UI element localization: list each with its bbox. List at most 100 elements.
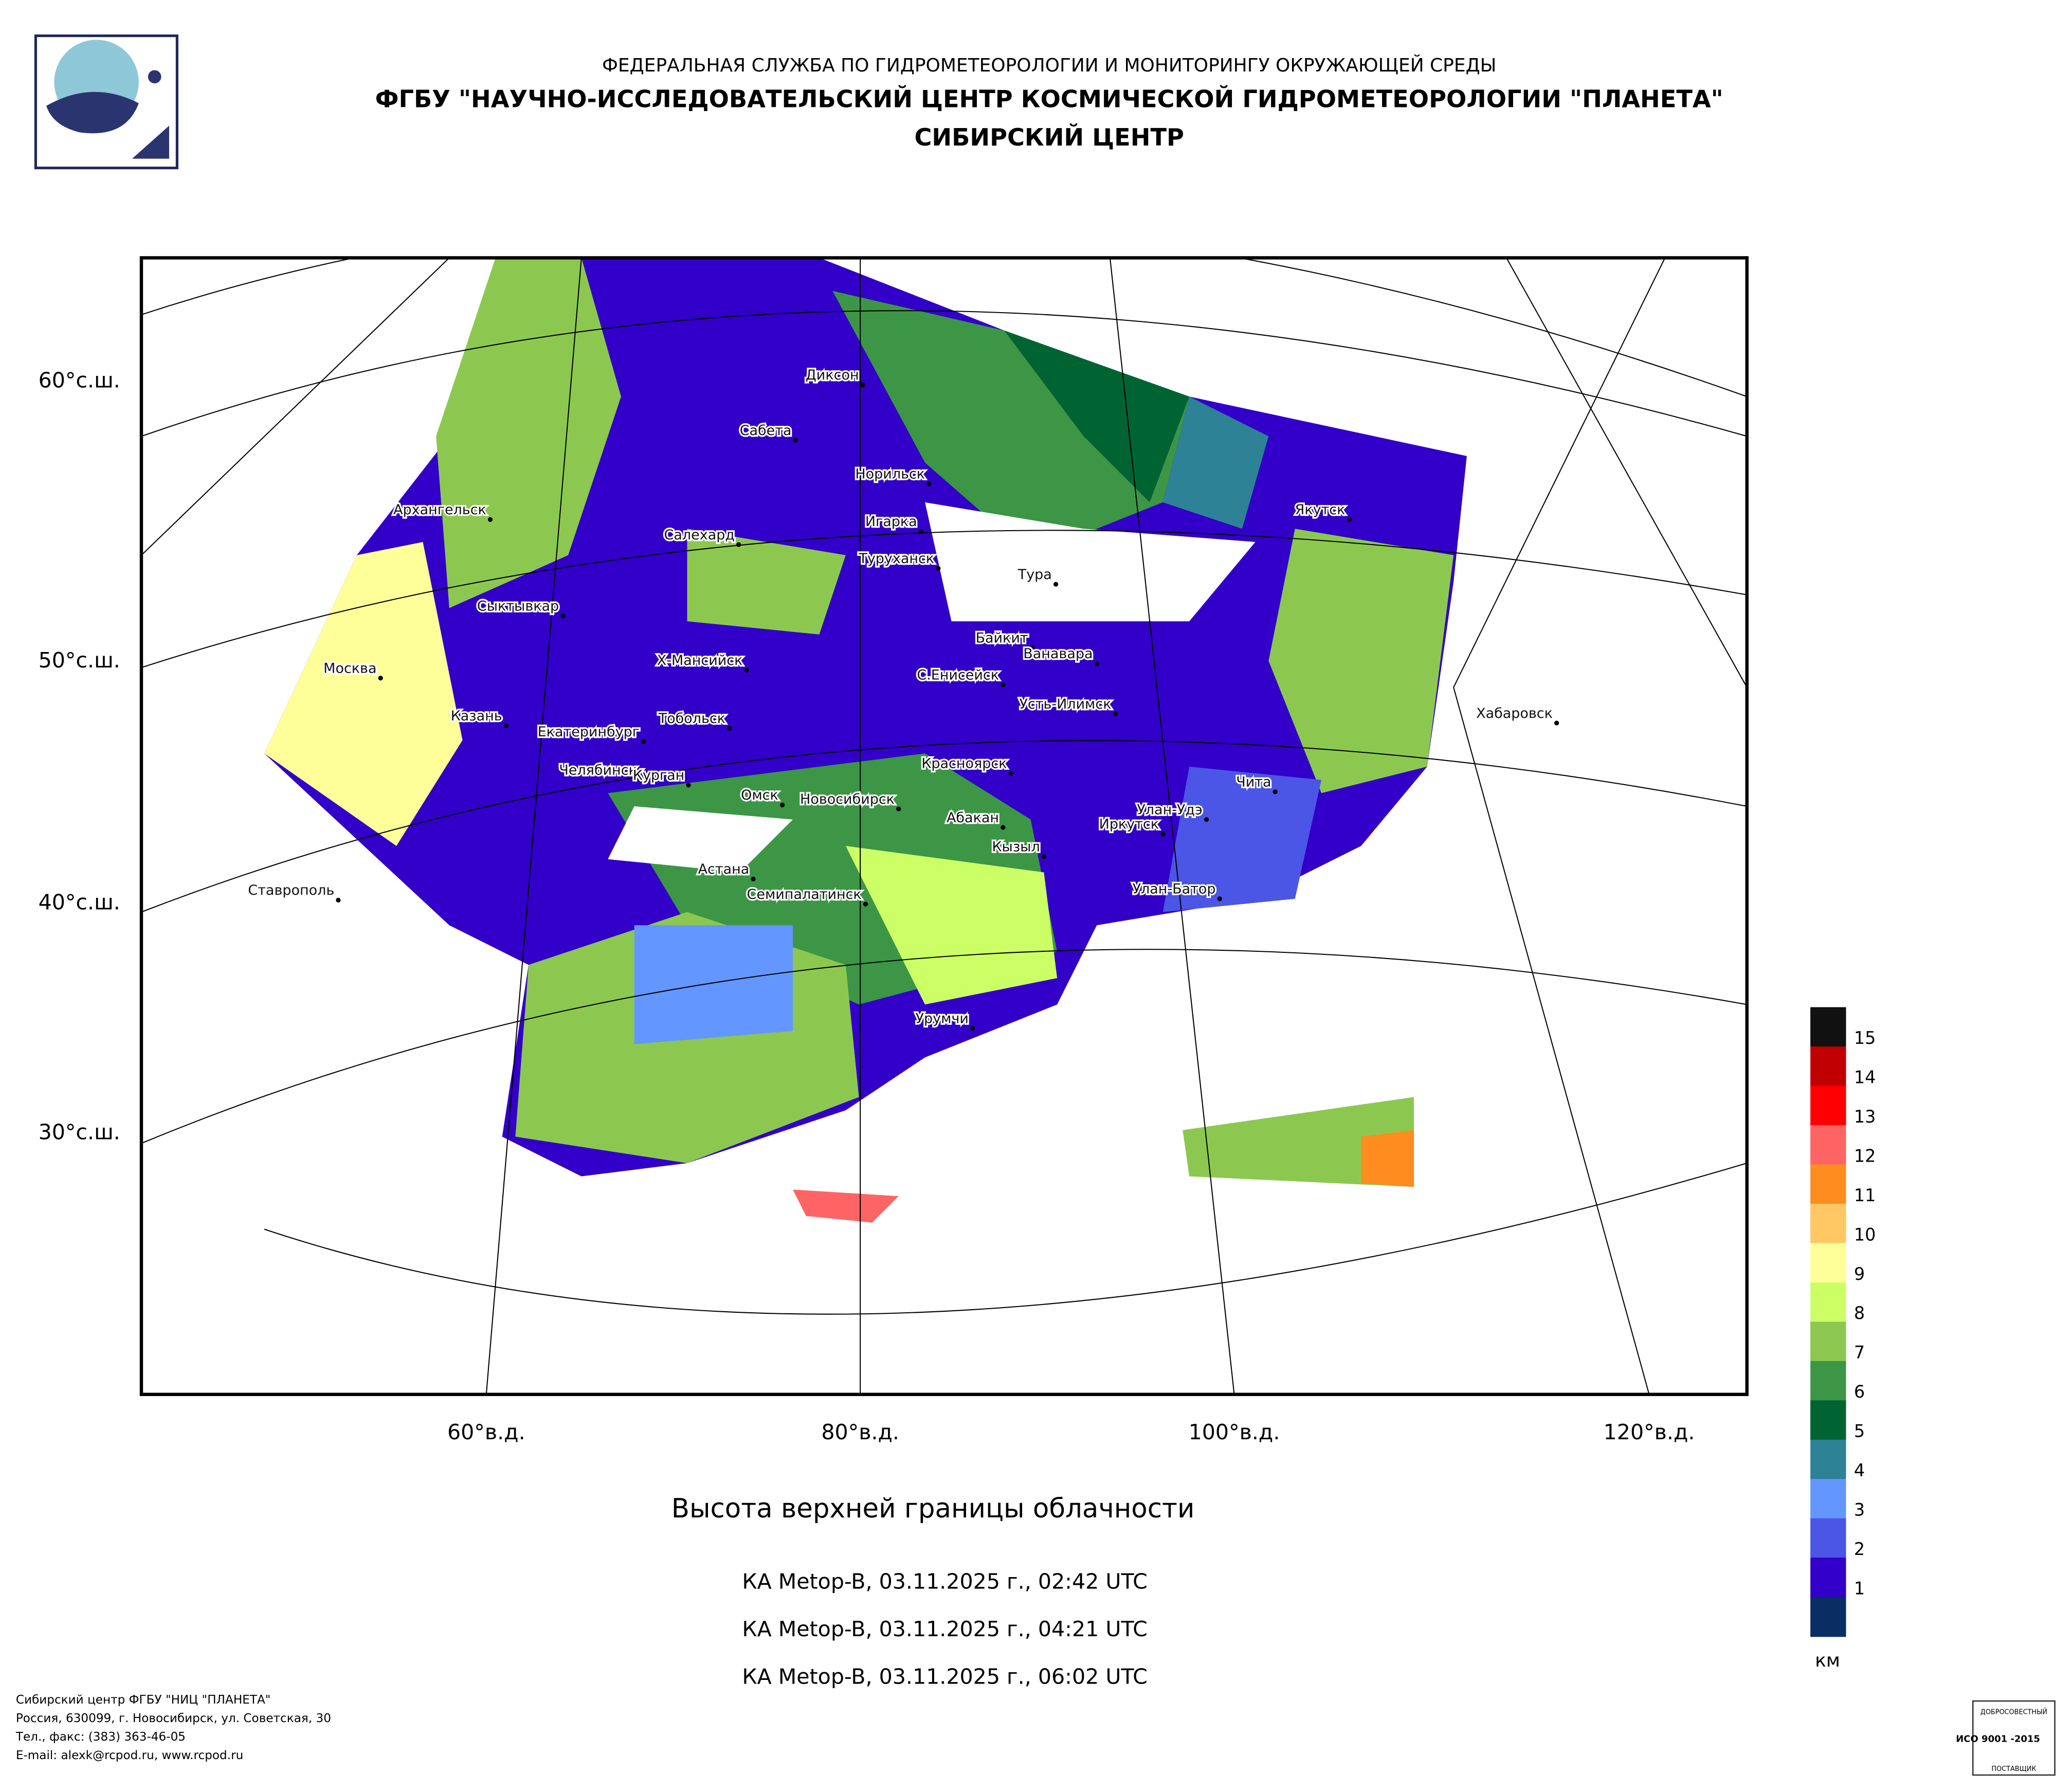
city-dot (1041, 854, 1047, 859)
city-label: Туруханск (858, 551, 934, 567)
legend-swatch (1810, 1322, 1846, 1362)
certificate: ДОБРОСОВЕСТНЫЙ ИСО 9001 -2015 ПОСТАВЩИК (1956, 1700, 2056, 1776)
city-label: Ставрополь (248, 882, 334, 898)
lon-label: 60°в.д. (447, 1420, 525, 1444)
city-dot (779, 802, 785, 808)
legend-swatch (1810, 1518, 1846, 1559)
cert-standard: ИСО 9001 -2015 (1956, 1734, 2040, 1745)
city-dot (638, 777, 644, 783)
city-label: Якутск (1295, 502, 1346, 518)
city-dot (1094, 661, 1099, 666)
legend-label: 1 (1854, 1578, 1865, 1598)
legend-swatch (1810, 1361, 1846, 1401)
city-dot (736, 542, 741, 547)
city-label: Норильск (855, 466, 925, 482)
city-label: Улан-Удэ (1137, 802, 1202, 818)
city-dot (560, 613, 566, 619)
legend-swatch (1810, 1046, 1846, 1087)
city-dot (378, 676, 383, 681)
city-dot (918, 529, 924, 534)
cert-top: ДОБРОСОВЕСТНЫЙ (1980, 1708, 2047, 1716)
legend-swatch (1810, 1558, 1846, 1598)
cert-bottom: ПОСТАВЩИК (1991, 1765, 2036, 1773)
city-dot (503, 723, 508, 728)
city-label: Байкит (975, 630, 1028, 646)
legend-label: 11 (1854, 1185, 1876, 1205)
city-dot (1113, 711, 1118, 716)
city-dot (1554, 720, 1559, 726)
map (141, 258, 1747, 1395)
city-label: С.Енисейск (917, 667, 999, 683)
city-label: Астана (698, 861, 750, 877)
lat-label: 50°с.ш. (39, 648, 120, 673)
legend-label: 10 (1854, 1224, 1876, 1244)
pass-info: КА Metop-B, 03.11.2025 г., 06:02 UTC (742, 1665, 1147, 1689)
city-dot (1053, 582, 1059, 587)
city-dot (860, 382, 865, 387)
city-label: Салехард (664, 527, 735, 543)
city-dot (1001, 825, 1006, 830)
pass-info: КА Metop-B, 03.11.2025 г., 02:42 UTC (742, 1569, 1147, 1594)
footer-line: Тел., факс: (383) 363-46-05 (15, 1730, 186, 1744)
city-label: Хабаровск (1476, 705, 1553, 721)
city-label: Семипалатинск (747, 887, 862, 902)
legend-swatch (1810, 1203, 1846, 1244)
lat-label: 60°с.ш. (39, 368, 120, 392)
lat-label: 40°с.ш. (39, 890, 120, 914)
footer-line: Россия, 630099, г. Новосибирск, ул. Сове… (16, 1712, 331, 1725)
legend-label: 12 (1854, 1146, 1876, 1166)
city-label: Архангельск (393, 502, 486, 518)
city-label: Курган (633, 768, 685, 784)
legend-swatch (1810, 1164, 1846, 1205)
city-label: Ванавара (1023, 646, 1093, 662)
city-label: Москва (323, 660, 376, 676)
city-dot (1273, 789, 1278, 794)
legend-swatch (1810, 1439, 1846, 1480)
legend-label: 8 (1854, 1303, 1865, 1323)
legend-swatch (1810, 1400, 1846, 1441)
city-label: Х-Мансийск (657, 653, 743, 668)
city-label: Омск (741, 787, 778, 803)
header-title: ФГБУ "НАУЧНО-ИССЛЕДОВАТЕЛЬСКИЙ ЦЕНТР КОС… (375, 85, 1723, 113)
legend-label: 9 (1854, 1264, 1865, 1284)
legend-label: 6 (1854, 1382, 1865, 1402)
legend-swatch (1810, 1007, 1846, 1047)
map-frame (139, 256, 1749, 1396)
legend-label: 3 (1854, 1500, 1865, 1520)
city-label: Диксон (806, 367, 859, 383)
city-dot (1001, 682, 1006, 688)
city-label: Екатеринбург (538, 724, 640, 740)
city-label: Игарка (865, 514, 917, 530)
city-dot (926, 481, 932, 486)
caption-title: Высота верхней границы облачности (671, 1493, 1195, 1524)
legend-label: 5 (1854, 1421, 1865, 1441)
city-dot (970, 1026, 975, 1031)
city-dot (641, 739, 646, 744)
city-dot (793, 438, 798, 443)
legend-label: 2 (1854, 1539, 1865, 1559)
legend-label: 15 (1854, 1028, 1876, 1048)
lon-label: 120°в.д. (1604, 1420, 1695, 1444)
city-dot (896, 806, 901, 811)
lon-label: 100°в.д. (1189, 1420, 1280, 1444)
legend-label: 14 (1854, 1067, 1876, 1087)
city-dot (336, 897, 341, 903)
legend-label: 4 (1854, 1460, 1865, 1480)
footer-line: Сибирский центр ФГБУ "НИЦ "ПЛАНЕТА" (16, 1693, 271, 1707)
city-dot (936, 566, 941, 571)
legend-swatch (1810, 1086, 1846, 1126)
city-label: Урумчи (916, 1011, 969, 1027)
legend-swatch (1810, 1282, 1846, 1323)
city-label: Абакан (947, 810, 999, 826)
city-label: Тобольск (658, 711, 725, 727)
city-dot (727, 726, 732, 731)
city-label: Тура (1017, 567, 1052, 583)
city-dot (1008, 771, 1013, 776)
legend-swatch (1810, 1125, 1846, 1165)
legend-swatch (1810, 1597, 1846, 1637)
logo (34, 34, 178, 170)
header-line: ФЕДЕРАЛЬНАЯ СЛУЖБА ПО ГИДРОМЕТЕОРОЛОГИИ … (602, 55, 1496, 76)
city-dot (744, 667, 749, 673)
